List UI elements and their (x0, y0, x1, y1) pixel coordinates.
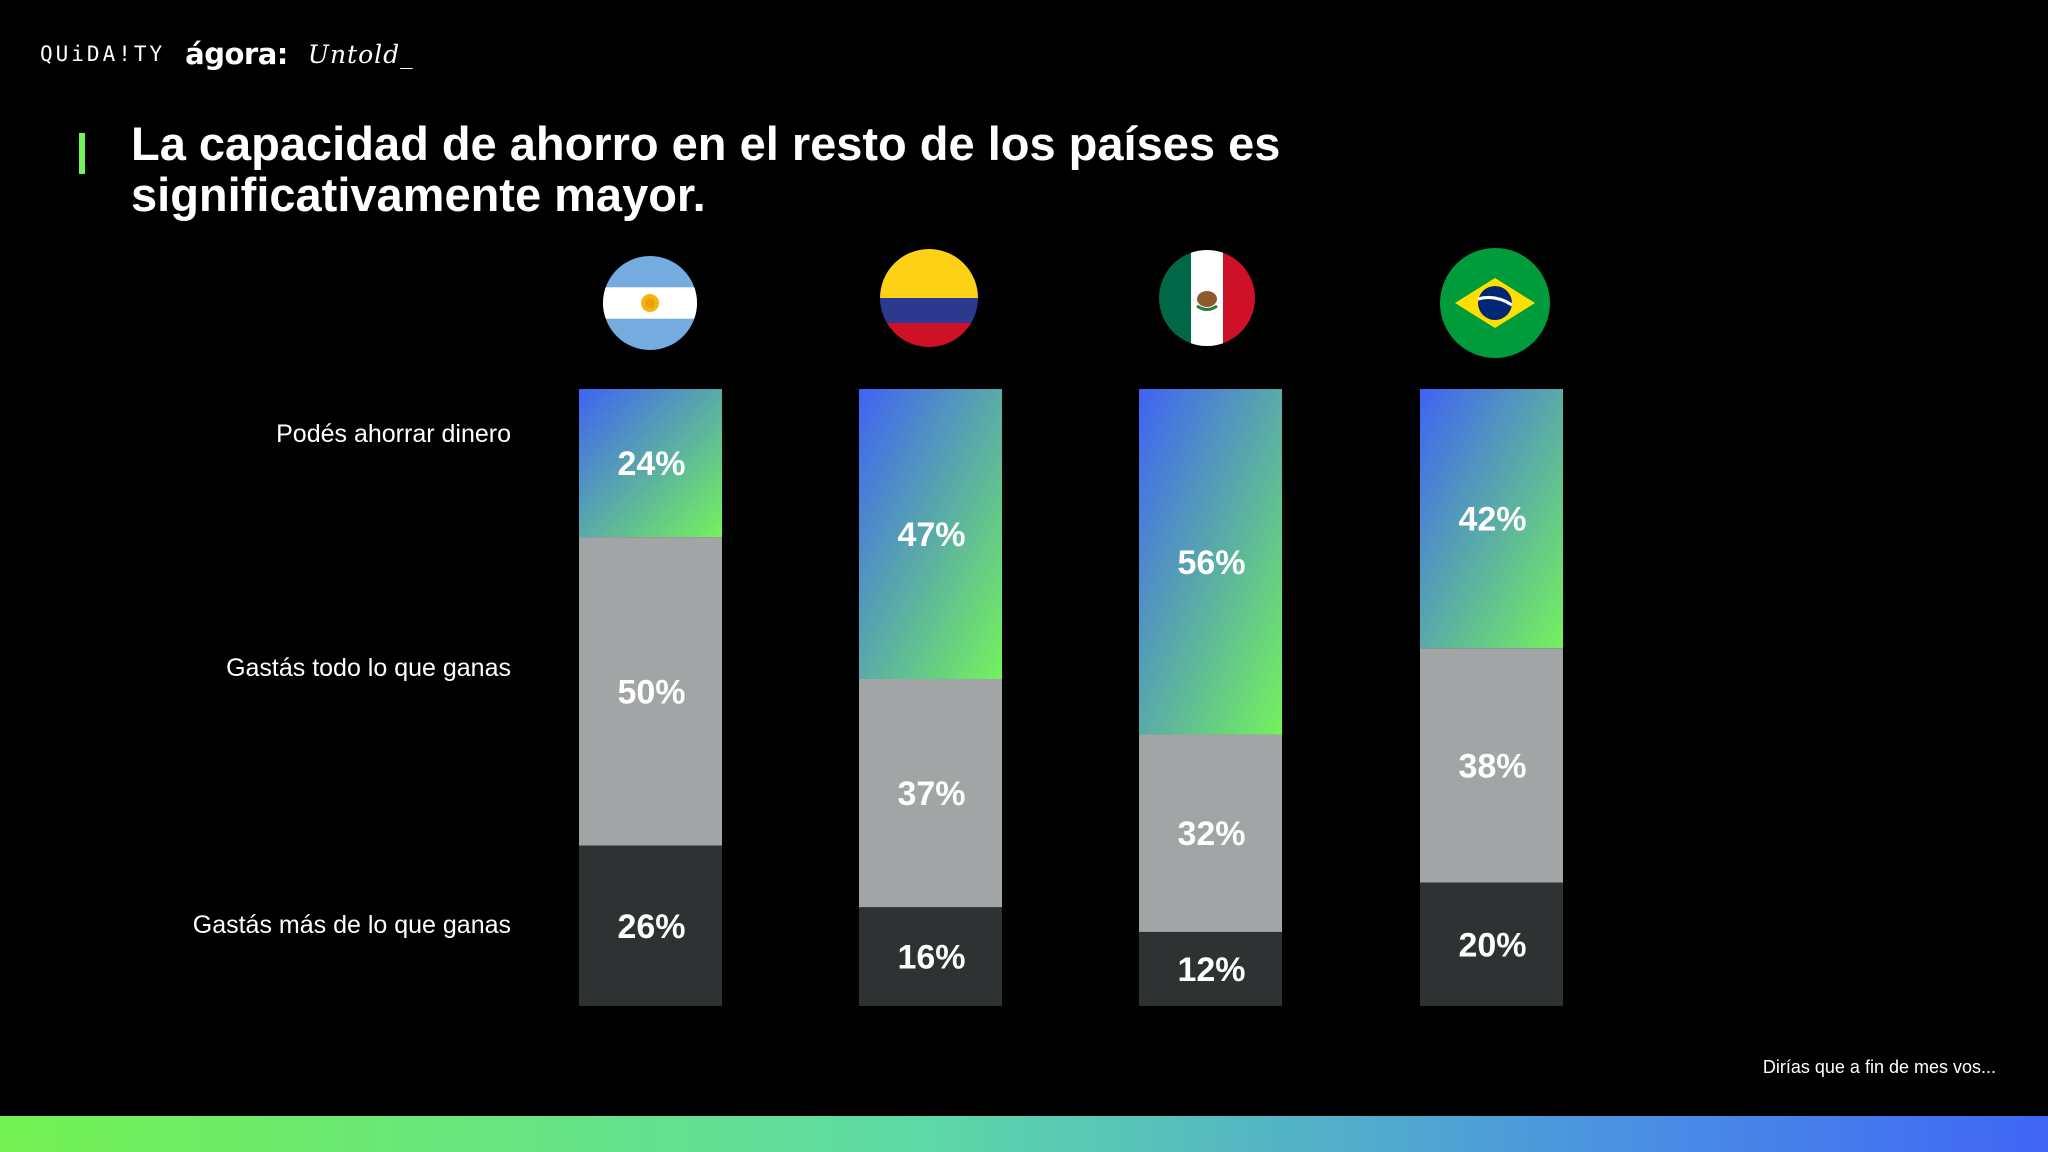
bar-segment-argentina-spend-all (579, 537, 722, 846)
flag-argentina-icon (603, 256, 697, 350)
slide-title: La capacidad de ahorro en el resto de lo… (131, 117, 1281, 221)
bar-segment-brasil-save (1420, 389, 1563, 649)
flag-mexico-icon (1159, 250, 1255, 346)
row-label-spend-more: Gastás más de lo que ganas (192, 911, 511, 939)
agora-logo: ágora: (185, 37, 288, 71)
bar-segment-brasil-spend-more (1420, 882, 1563, 1006)
data-label-brasil-save: 42% (1458, 501, 1526, 539)
data-label-colombia-save: 47% (897, 516, 965, 554)
data-label-mexico-spend-more: 12% (1177, 951, 1245, 989)
title-accent-bar (79, 133, 85, 174)
bottom-gradient-band (0, 1116, 2048, 1152)
bar-segment-colombia-spend-more (859, 907, 1002, 1006)
data-label-mexico-spend-all: 32% (1177, 815, 1245, 853)
question-footnote: Dirías que a fin de mes vos... (1762, 1057, 1996, 1077)
data-label-argentina-spend-all: 50% (617, 673, 685, 711)
untold-logo: Untold_ (307, 39, 414, 69)
row-label-save: Podés ahorrar dinero (276, 420, 511, 448)
flag-brazil-icon (1440, 248, 1550, 358)
row-label-spend-all: Gastás todo lo que ganas (226, 654, 511, 682)
bar-segment-colombia-spend-all (859, 678, 1002, 908)
bar-segment-mexico-save (1139, 389, 1282, 735)
bar-segment-argentina-save (579, 389, 722, 538)
data-label-colombia-spend-all: 37% (897, 775, 965, 813)
data-label-brasil-spend-more: 20% (1458, 926, 1526, 964)
data-label-colombia-spend-more: 16% (897, 939, 965, 977)
data-label-argentina-spend-more: 26% (617, 908, 685, 946)
bar-segment-brasil-spend-all (1420, 648, 1563, 883)
data-label-brasil-spend-all: 38% (1458, 747, 1526, 785)
bar-segment-mexico-spend-more (1139, 931, 1282, 1006)
data-label-mexico-save: 56% (1177, 544, 1245, 582)
data-label-argentina-save: 24% (617, 445, 685, 483)
bar-segment-argentina-spend-more (579, 845, 722, 1006)
flag-colombia-icon (880, 249, 978, 347)
brand-logos: QUiDA!TY ágora: Untold_ (40, 36, 414, 72)
bar-segment-colombia-save (859, 389, 1002, 679)
bar-segment-mexico-spend-all (1139, 734, 1282, 932)
quidaity-logo: QUiDA!TY (40, 42, 166, 66)
